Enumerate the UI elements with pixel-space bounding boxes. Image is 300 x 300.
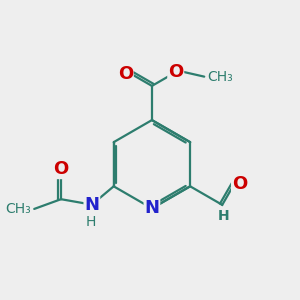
Text: H: H	[85, 215, 96, 230]
Text: O: O	[168, 63, 183, 81]
Text: O: O	[53, 160, 69, 178]
Text: O: O	[232, 175, 247, 193]
Text: N: N	[144, 200, 159, 217]
Text: CH₃: CH₃	[6, 202, 31, 216]
Text: O: O	[118, 65, 133, 83]
Text: N: N	[84, 196, 99, 214]
Text: CH₃: CH₃	[207, 70, 233, 84]
Text: H: H	[218, 209, 230, 223]
